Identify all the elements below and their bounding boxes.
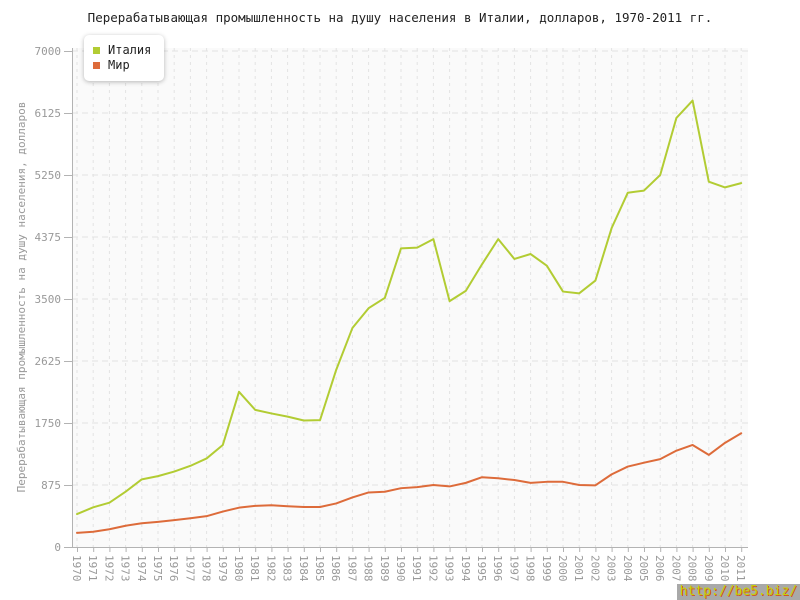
svg-text:1985: 1985 — [313, 555, 326, 582]
svg-text:2002: 2002 — [588, 555, 601, 582]
svg-text:1995: 1995 — [475, 555, 488, 582]
svg-text:2007: 2007 — [669, 555, 682, 582]
watermark-link[interactable]: http://be5.biz/ — [676, 584, 800, 600]
svg-text:875: 875 — [41, 479, 61, 492]
legend: Италия Мир — [84, 35, 165, 81]
svg-text:1981: 1981 — [248, 555, 261, 582]
y-axis-ticks: 0 875 1750 2625 3500 4375 5250 6125 7000 — [35, 45, 72, 554]
svg-text:2004: 2004 — [621, 555, 634, 582]
svg-text:1983: 1983 — [281, 555, 294, 582]
svg-text:5250: 5250 — [35, 169, 62, 182]
horizontal-gridlines — [72, 50, 748, 486]
vertical-gridlines — [76, 48, 742, 547]
svg-text:1986: 1986 — [329, 555, 342, 582]
svg-text:1998: 1998 — [524, 555, 537, 582]
svg-text:2001: 2001 — [572, 555, 585, 582]
axes — [72, 48, 748, 548]
svg-text:1971: 1971 — [86, 555, 99, 582]
svg-text:1980: 1980 — [232, 555, 245, 582]
svg-text:2011: 2011 — [734, 555, 747, 582]
svg-text:1750: 1750 — [35, 417, 62, 430]
svg-text:1990: 1990 — [394, 555, 407, 582]
legend-label-italy: Италия — [108, 43, 152, 57]
svg-text:1974: 1974 — [135, 555, 148, 582]
legend-item-italy: Италия — [93, 44, 151, 57]
svg-text:1988: 1988 — [362, 555, 375, 582]
svg-text:1999: 1999 — [540, 555, 553, 582]
svg-text:2000: 2000 — [556, 555, 569, 582]
svg-text:2009: 2009 — [702, 555, 715, 582]
svg-text:1993: 1993 — [443, 555, 456, 582]
series-line-italy — [76, 99, 743, 516]
svg-text:2010: 2010 — [718, 555, 731, 582]
legend-item-world: Мир — [93, 59, 151, 72]
svg-text:1978: 1978 — [200, 555, 213, 582]
svg-text:1979: 1979 — [216, 555, 229, 582]
x-axis-ticks: 1970 1971 1972 1973 1974 1975 1976 1977 1978 1979… — [70, 547, 747, 582]
chart-title: Перерабатывающая промышленность на душу … — [87, 10, 713, 25]
svg-text:1996: 1996 — [491, 555, 504, 582]
svg-text:1987: 1987 — [345, 555, 358, 582]
svg-text:1984: 1984 — [297, 555, 310, 582]
svg-text:2625: 2625 — [35, 355, 62, 368]
svg-text:1989: 1989 — [378, 555, 391, 582]
italy-series-swatch-icon — [93, 47, 100, 54]
svg-text:1975: 1975 — [151, 555, 164, 582]
svg-text:1991: 1991 — [410, 555, 423, 582]
svg-text:2006: 2006 — [653, 555, 666, 582]
svg-text:1976: 1976 — [167, 555, 180, 582]
svg-text:6125: 6125 — [35, 107, 62, 120]
svg-text:1970: 1970 — [70, 555, 83, 582]
svg-text:0: 0 — [54, 541, 61, 554]
svg-text:2003: 2003 — [605, 555, 618, 582]
world-series-swatch-icon — [93, 62, 100, 69]
svg-text:4375: 4375 — [35, 231, 62, 244]
svg-text:1992: 1992 — [426, 555, 439, 582]
svg-text:1972: 1972 — [102, 555, 115, 582]
svg-text:2008: 2008 — [686, 555, 699, 582]
series-line-world — [76, 432, 743, 534]
svg-text:1982: 1982 — [264, 555, 277, 582]
svg-text:1997: 1997 — [507, 555, 520, 582]
svg-text:2005: 2005 — [637, 555, 650, 582]
svg-text:7000: 7000 — [35, 45, 62, 58]
svg-text:1994: 1994 — [459, 555, 472, 582]
svg-text:3500: 3500 — [35, 293, 62, 306]
legend-label-world: Мир — [108, 58, 130, 72]
svg-text:1977: 1977 — [183, 555, 196, 582]
svg-text:1973: 1973 — [119, 555, 132, 582]
